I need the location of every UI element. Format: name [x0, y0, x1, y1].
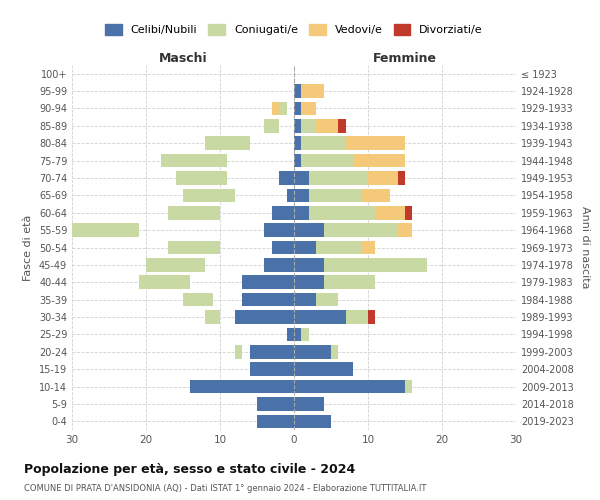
- Bar: [294, 171, 309, 185]
- Bar: [212, 171, 220, 185]
- Bar: [235, 345, 242, 358]
- Bar: [398, 171, 405, 185]
- Legend: Celibi/Nubili, Coniugati/e, Vedovi/e, Divorziati/e: Celibi/Nubili, Coniugati/e, Vedovi/e, Di…: [101, 20, 487, 40]
- Bar: [190, 380, 294, 394]
- Bar: [183, 293, 212, 306]
- Bar: [316, 293, 338, 306]
- Bar: [294, 328, 301, 341]
- Text: Femmine: Femmine: [373, 52, 437, 65]
- Bar: [368, 310, 376, 324]
- Bar: [323, 258, 427, 272]
- Bar: [316, 119, 338, 132]
- Bar: [294, 154, 301, 168]
- Bar: [316, 240, 361, 254]
- Bar: [287, 328, 294, 341]
- Bar: [294, 414, 331, 428]
- Bar: [272, 102, 279, 115]
- Text: COMUNE DI PRATA D'ANSIDONIA (AQ) - Dati ISTAT 1° gennaio 2024 - Elaborazione TUT: COMUNE DI PRATA D'ANSIDONIA (AQ) - Dati …: [24, 484, 427, 493]
- Bar: [146, 258, 205, 272]
- Bar: [265, 258, 294, 272]
- Bar: [309, 188, 361, 202]
- Bar: [301, 328, 309, 341]
- Bar: [294, 310, 346, 324]
- Bar: [323, 276, 376, 289]
- Bar: [361, 240, 376, 254]
- Bar: [301, 154, 353, 168]
- Bar: [338, 119, 346, 132]
- Bar: [168, 206, 220, 220]
- Bar: [376, 206, 405, 220]
- Bar: [294, 224, 323, 237]
- Bar: [279, 171, 294, 185]
- Bar: [250, 362, 294, 376]
- Y-axis label: Fasce di età: Fasce di età: [23, 214, 33, 280]
- Bar: [405, 380, 412, 394]
- Bar: [139, 276, 190, 289]
- Bar: [257, 397, 294, 410]
- Bar: [183, 188, 235, 202]
- Bar: [220, 188, 227, 202]
- Bar: [398, 224, 412, 237]
- Bar: [353, 154, 405, 168]
- Bar: [294, 102, 301, 115]
- Bar: [361, 188, 390, 202]
- Bar: [190, 171, 205, 185]
- Bar: [13, 224, 139, 237]
- Bar: [301, 119, 316, 132]
- Bar: [368, 171, 398, 185]
- Bar: [190, 206, 205, 220]
- Bar: [242, 293, 294, 306]
- Bar: [176, 276, 183, 289]
- Bar: [242, 276, 294, 289]
- Bar: [294, 362, 353, 376]
- Bar: [279, 102, 287, 115]
- Bar: [346, 136, 405, 150]
- Bar: [287, 188, 294, 202]
- Bar: [205, 310, 220, 324]
- Text: Maschi: Maschi: [158, 52, 208, 65]
- Bar: [294, 397, 323, 410]
- Bar: [301, 136, 346, 150]
- Bar: [294, 84, 301, 98]
- Bar: [301, 84, 323, 98]
- Bar: [294, 119, 301, 132]
- Bar: [294, 276, 323, 289]
- Bar: [235, 136, 242, 150]
- Bar: [190, 258, 198, 272]
- Bar: [265, 224, 294, 237]
- Bar: [265, 119, 272, 132]
- Bar: [294, 136, 301, 150]
- Bar: [161, 154, 227, 168]
- Text: Popolazione per età, sesso e stato civile - 2024: Popolazione per età, sesso e stato civil…: [24, 462, 355, 475]
- Bar: [265, 119, 279, 132]
- Y-axis label: Anni di nascita: Anni di nascita: [580, 206, 590, 289]
- Bar: [294, 240, 316, 254]
- Bar: [235, 310, 294, 324]
- Bar: [294, 206, 309, 220]
- Bar: [272, 240, 294, 254]
- Bar: [198, 154, 212, 168]
- Bar: [405, 206, 412, 220]
- Bar: [301, 102, 316, 115]
- Bar: [323, 224, 398, 237]
- Bar: [294, 293, 316, 306]
- Bar: [168, 240, 220, 254]
- Bar: [294, 258, 323, 272]
- Bar: [309, 171, 368, 185]
- Bar: [294, 345, 331, 358]
- Bar: [346, 310, 368, 324]
- Bar: [272, 206, 294, 220]
- Bar: [257, 414, 294, 428]
- Bar: [294, 188, 309, 202]
- Bar: [250, 345, 294, 358]
- Bar: [124, 224, 131, 237]
- Bar: [227, 136, 235, 150]
- Bar: [205, 136, 250, 150]
- Bar: [331, 345, 338, 358]
- Bar: [176, 171, 227, 185]
- Bar: [309, 206, 376, 220]
- Bar: [294, 380, 405, 394]
